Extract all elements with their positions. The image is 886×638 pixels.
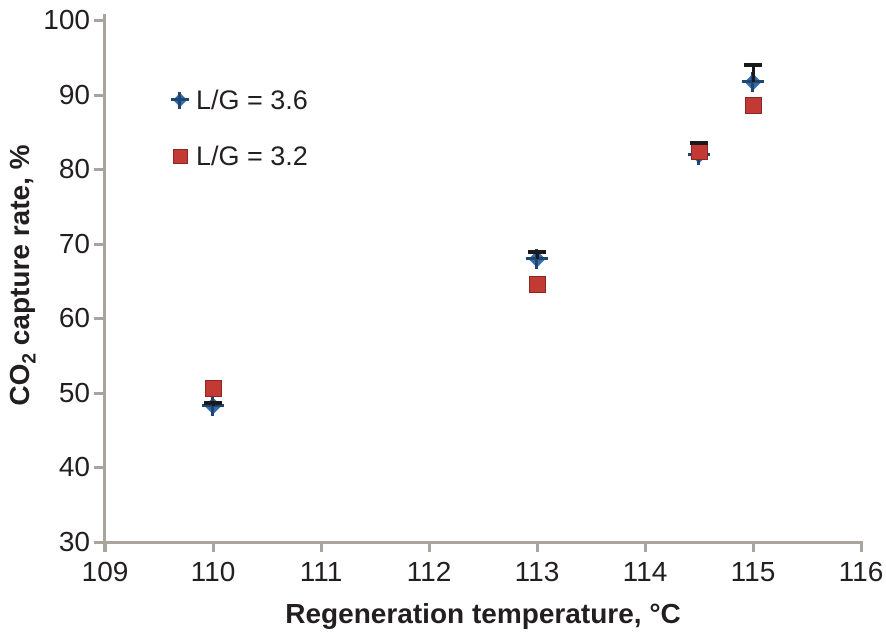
x-tick-label: 116: [838, 556, 884, 587]
x-tick-label: 115: [730, 556, 776, 587]
square-marker-icon: [529, 275, 546, 293]
x-tick-mark: [320, 542, 323, 552]
error-bar-cap: [744, 63, 762, 68]
y-axis-line: [103, 14, 106, 552]
x-tick-mark: [752, 542, 755, 552]
y-axis-title-sub: 2: [19, 352, 41, 364]
y-tick-label: 50: [58, 376, 90, 408]
y-tick-label: 30: [58, 526, 90, 557]
y-tick-label: 100: [43, 4, 90, 35]
x-tick-mark: [644, 542, 647, 552]
legend-label: L/G = 3.2: [196, 141, 308, 171]
error-bar-stem: [535, 251, 539, 259]
error-bar-cap: [204, 400, 222, 405]
y-tick-mark: [94, 391, 104, 395]
x-tick-mark: [104, 542, 107, 552]
y-axis-title-post: capture rate, %: [4, 144, 35, 353]
error-bar-cap: [528, 249, 546, 254]
x-tick-label: 111: [299, 556, 343, 587]
x-tick-label: 109: [81, 556, 129, 587]
x-axis-line: [95, 541, 863, 544]
error-bar-stem: [751, 65, 755, 82]
y-tick-label: 90: [58, 78, 90, 110]
y-tick-label: 70: [58, 227, 90, 259]
y-tick-mark: [94, 541, 104, 544]
y-axis-title-pre: CO: [4, 363, 35, 406]
y-tick-label: 60: [58, 302, 90, 334]
x-tick-label: 112: [406, 556, 452, 587]
square-marker-icon: [205, 379, 222, 397]
y-tick-mark: [94, 93, 104, 97]
y-tick-mark: [94, 317, 104, 321]
y-tick-mark: [94, 466, 104, 470]
y-tick-mark: [94, 168, 104, 172]
y-tick-mark: [94, 19, 104, 22]
y-tick-mark: [94, 242, 104, 246]
diamond-vstub-icon: [535, 248, 538, 269]
x-tick-label: 113: [514, 556, 560, 587]
x-tick-mark: [536, 542, 539, 552]
x-tick-label: 110: [190, 556, 236, 587]
x-tick-mark: [860, 542, 863, 552]
y-tick-label: 40: [58, 451, 90, 483]
x-tick-label: 114: [622, 556, 668, 587]
x-axis-title: Regeneration temperature, °C: [285, 598, 681, 629]
diamond-vstub-icon: [751, 71, 754, 92]
error-bar-cap: [690, 141, 708, 146]
x-tick-mark: [428, 542, 431, 552]
y-tick-label: 80: [58, 153, 90, 185]
x-tick-mark: [212, 542, 215, 552]
square-marker-icon: [745, 97, 762, 114]
legend-label: L/G = 3.6: [196, 85, 308, 115]
diamond-vstub-icon: [211, 396, 214, 417]
diamond-vstub-icon: [178, 91, 181, 109]
square-marker-icon: [173, 149, 188, 164]
y-axis-title: CO2 capture rate, %: [3, 5, 41, 545]
square-marker-icon: [691, 143, 708, 161]
